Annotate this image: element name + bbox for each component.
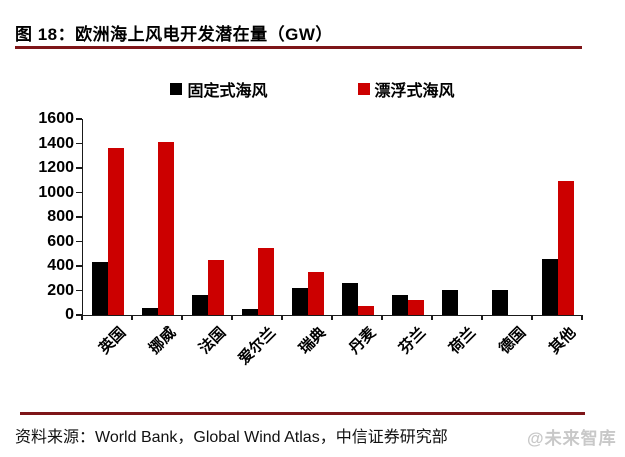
x-axis-label: 法国 [195,324,230,358]
bar-fixed [142,308,158,315]
x-axis-label: 爱尔兰 [235,324,280,368]
bar-fixed [492,290,508,315]
y-axis-label: 1600 [38,110,74,127]
x-tick [381,315,383,320]
x-axis-label: 芬兰 [395,324,430,358]
bar-fixed [92,262,108,315]
bar-fixed [292,288,308,315]
y-tick [76,240,82,243]
plot-area [82,119,583,316]
source-rule [20,412,585,415]
bar-fixed [342,283,358,315]
bar-floating [558,181,574,315]
bar-floating [258,248,274,315]
bar-fixed [192,295,208,315]
x-tick [431,315,433,320]
legend-label: 漂浮式海风 [374,83,455,100]
bar-group [133,119,183,315]
x-axis-label: 英国 [95,324,130,358]
bar-group [83,119,133,315]
bar-floating [408,300,424,315]
y-tick [76,314,82,316]
bar-group [233,119,283,315]
bar-fixed [542,259,558,315]
y-tick [76,191,82,194]
y-axis-label: 1000 [38,183,74,201]
y-axis-label: 1200 [38,159,74,176]
x-axis-label: 荷兰 [445,324,480,358]
x-tick [331,315,333,320]
x-axis-label: 挪威 [145,324,180,358]
x-tick [81,315,83,320]
bar-fixed [442,290,458,315]
y-axis-label: 600 [47,232,74,250]
bar-floating [208,260,224,315]
y-axis-label: 200 [47,281,74,299]
figure-title: 图 18：欧洲海上风电开发潜在量（GW） [15,25,333,44]
legend-item-fixed: 固定式海风 [170,77,268,101]
legend-swatch [357,83,370,95]
bar-group [283,119,333,315]
chart-legend: 固定式海风 漂浮式海风 [0,77,625,101]
bar-fixed [392,295,408,315]
bar-group [483,119,533,315]
legend-item-floating: 漂浮式海风 [357,77,455,101]
bar-group [183,119,233,315]
source-note: 资料来源：World Bank，Global Wind Atlas，中信证券研究… [15,429,448,446]
y-axis-label: 400 [47,257,74,274]
x-tick [531,315,533,320]
bar-floating [308,272,324,315]
x-tick [481,315,483,320]
bar-floating [108,148,124,315]
y-axis-label: 0 [65,306,74,323]
y-axis-label: 800 [47,208,74,225]
x-tick [281,315,283,320]
y-axis-label: 1400 [38,134,74,152]
x-axis-label: 德国 [495,324,530,358]
y-tick [76,289,82,292]
bar-fixed [242,309,258,315]
title-rule [15,46,582,49]
x-tick [231,315,233,320]
bar-group [383,119,433,315]
x-tick [131,315,133,320]
bar-group [333,119,383,315]
y-tick [76,265,82,267]
bar-group [433,119,483,315]
x-tick [181,315,183,320]
x-axis-label: 瑞典 [295,324,330,358]
bar-floating [358,306,374,315]
y-tick [76,118,82,120]
legend-swatch [170,83,183,95]
legend-label: 固定式海风 [187,83,268,100]
y-tick [76,167,82,169]
y-tick [76,216,82,218]
x-axis-label: 其他 [545,324,580,358]
bar-floating [158,142,174,315]
y-tick [76,142,82,145]
watermark: @未来智库 [527,429,617,448]
bar-group [533,119,583,315]
x-tick [581,315,583,320]
x-axis-label: 丹麦 [345,324,380,358]
